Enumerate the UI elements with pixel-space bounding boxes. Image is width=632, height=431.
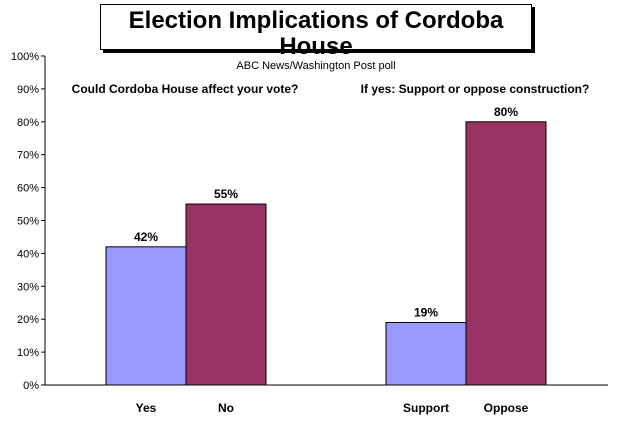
bar: [465, 121, 547, 386]
bar: [185, 203, 267, 386]
chart-title: Election Implications of Cordoba House: [128, 7, 504, 60]
y-tick-label: 20%: [17, 314, 39, 326]
bar-value-label: 55%: [214, 187, 238, 201]
category-label: No: [218, 401, 234, 415]
category-label: Support: [403, 401, 449, 415]
category-label: Yes: [136, 401, 157, 415]
y-tick-label: 100%: [11, 51, 39, 63]
question-label: Could Cordoba House affect your vote?: [72, 82, 299, 96]
bar: [105, 246, 187, 386]
question-label: If yes: Support or oppose construction?: [361, 82, 590, 96]
chart-subtitle: ABC News/Washington Post poll: [236, 60, 396, 72]
y-tick-label: 80%: [17, 117, 39, 129]
bar-value-label: 19%: [414, 305, 438, 319]
bar-value-label: 80%: [494, 105, 518, 119]
bar-value-label: 42%: [134, 230, 158, 244]
chart-title-box: Election Implications of Cordoba House A…: [100, 4, 532, 72]
bar: [385, 321, 467, 386]
y-tick-label: 60%: [17, 183, 39, 195]
y-tick-label: 70%: [17, 150, 39, 162]
y-tick-label: 30%: [17, 281, 39, 293]
y-tick-label: 50%: [17, 216, 39, 228]
y-tick-label: 10%: [17, 347, 39, 359]
y-tick-label: 0%: [23, 380, 39, 392]
y-tick-label: 90%: [17, 84, 39, 96]
y-tick-label: 40%: [17, 248, 39, 260]
category-label: Oppose: [484, 401, 529, 415]
